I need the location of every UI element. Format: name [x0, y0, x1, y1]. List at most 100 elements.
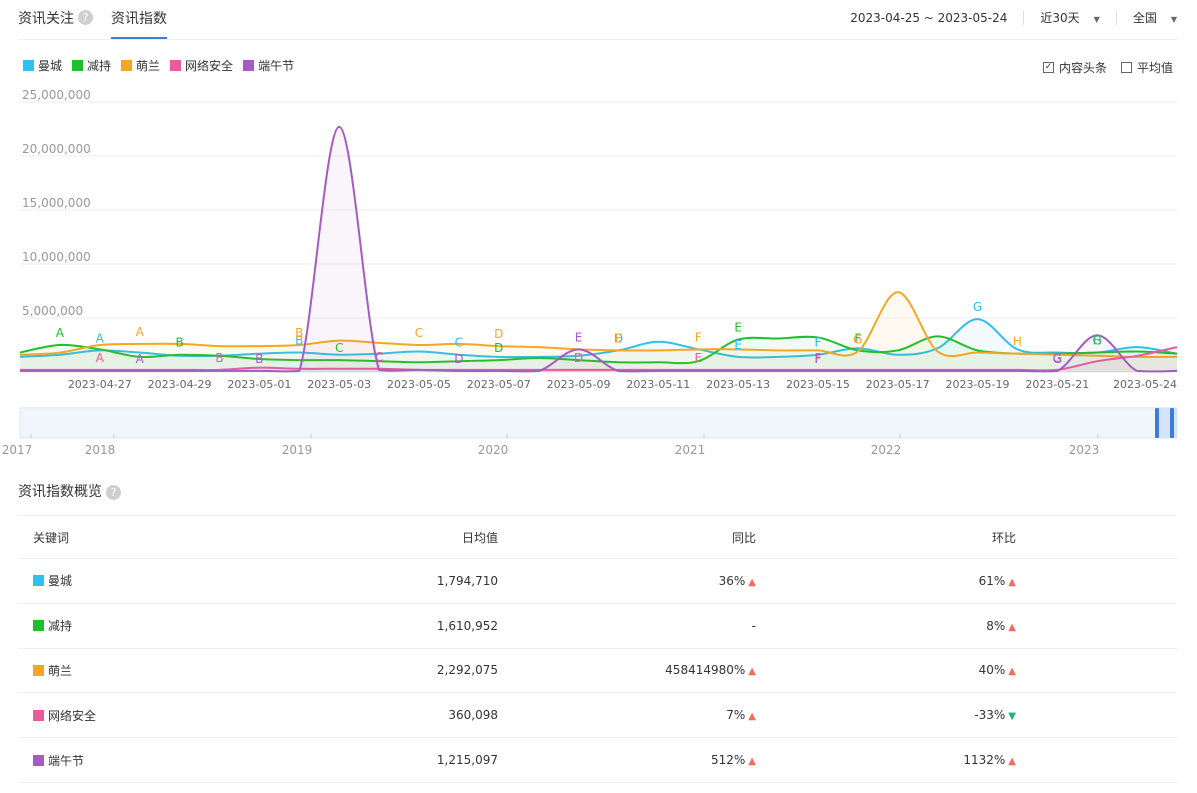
- table-row: 曼城 1,794,710 36% ▲ 61% ▲: [18, 559, 1177, 604]
- x-tick-label: 2023-05-15: [786, 378, 850, 391]
- event-marker: D: [494, 327, 503, 341]
- y-tick-label: 10,000,000: [22, 250, 91, 264]
- keyword-cell: 曼城: [18, 572, 178, 589]
- x-tick-label: 2023-05-03: [307, 378, 371, 391]
- average-checkbox[interactable]: 平均值: [1120, 59, 1173, 76]
- region-select[interactable]: 全国 ▼: [1133, 9, 1177, 26]
- header-controls: 2023-04-25 ~ 2023-05-24 近30天 ▼ 全国 ▼: [850, 9, 1177, 26]
- arrow-up-icon: ▲: [1008, 756, 1016, 768]
- help-icon[interactable]: ?: [106, 484, 121, 500]
- chart-legend: 曼城 减持 萌兰 网络安全 端午节: [23, 57, 304, 74]
- event-marker: C: [455, 336, 463, 350]
- event-marker: C: [375, 350, 383, 364]
- event-marker: E: [694, 351, 702, 365]
- event-marker: E: [734, 321, 742, 335]
- mom-value: 8%: [986, 618, 1006, 633]
- checkbox-icon: [1120, 62, 1132, 73]
- help-icon[interactable]: ?: [78, 10, 93, 25]
- legend-item[interactable]: 网络安全: [170, 57, 233, 74]
- event-marker: C: [335, 341, 343, 355]
- overview-title-text: 资讯指数概览: [18, 484, 102, 500]
- arrow-up-icon: ▲: [748, 666, 756, 678]
- arrow-up-icon: ▲: [748, 576, 756, 588]
- keyword-label: 曼城: [48, 574, 73, 589]
- legend-item[interactable]: 端午节: [243, 57, 294, 74]
- series-area: [20, 126, 1177, 373]
- slider-year-label: 2023: [1069, 443, 1100, 457]
- headline-label: 内容头条: [1058, 61, 1107, 75]
- keyword-label: 网络安全: [48, 708, 97, 723]
- keyword-swatch: [33, 575, 44, 587]
- event-marker: C: [415, 326, 423, 340]
- legend-swatch: [170, 60, 182, 71]
- arrow-down-icon: ▼: [1008, 711, 1016, 723]
- slider-year-label: 2017: [2, 443, 33, 457]
- event-marker: A: [96, 331, 105, 345]
- mom-cell: -33% ▼: [756, 708, 1016, 722]
- slider-year-label: 2020: [478, 443, 509, 457]
- event-marker: A: [56, 326, 65, 340]
- x-tick-label: 2023-05-01: [227, 378, 291, 391]
- legend-item[interactable]: 萌兰: [121, 57, 160, 74]
- event-marker: G: [1053, 352, 1062, 366]
- legend-swatch: [121, 60, 133, 71]
- x-tick-label: 2023-05-05: [387, 378, 451, 391]
- mom-value: 1132%: [963, 753, 1006, 768]
- tab-news-index-label: 资讯指数: [111, 11, 167, 27]
- yoy-cell: 36% ▲: [498, 574, 756, 588]
- legend-item[interactable]: 曼城: [23, 57, 62, 74]
- series-area: [20, 292, 1177, 372]
- legend-label: 曼城: [38, 59, 63, 73]
- table-body: 曼城 1,794,710 36% ▲ 61% ▲ 减持 1,610,952-8% ▲ 萌兰 2,29…: [18, 559, 1177, 783]
- table-row: 萌兰 2,292,075 458414980% ▲ 40% ▲: [18, 649, 1177, 694]
- series-line: [19, 291, 1178, 358]
- event-marker: C: [375, 351, 383, 365]
- avg-cell: 360,098: [448, 708, 498, 723]
- period-select[interactable]: 近30天 ▼: [1040, 9, 1099, 26]
- slider-year-label: 2019: [282, 443, 313, 457]
- event-marker: B: [295, 326, 303, 340]
- event-marker: B: [255, 352, 263, 366]
- avg-cell: 1,215,097: [436, 753, 498, 768]
- x-tick-label: 2023-05-09: [547, 378, 611, 391]
- legend-item[interactable]: 减持: [72, 57, 111, 74]
- mom-cell: 1132% ▲: [756, 753, 1016, 767]
- mom-value: 61%: [978, 573, 1006, 588]
- yoy-value: 7%: [726, 708, 746, 723]
- x-tick-label: 2023-05-13: [706, 378, 770, 391]
- keyword-swatch: [33, 754, 44, 766]
- x-tick-label: 2023-04-27: [68, 378, 132, 391]
- legend-label: 网络安全: [185, 59, 234, 73]
- x-tick-label: 2023-05-11: [626, 378, 690, 391]
- overview-slider-window: [1158, 408, 1177, 438]
- event-marker: A: [136, 325, 145, 339]
- overview-slider-track: [19, 407, 1178, 439]
- arrow-up-icon: ▲: [748, 711, 756, 723]
- event-marker: B: [175, 336, 183, 350]
- period-value: 近30天: [1040, 11, 1080, 25]
- yoy-cell: 458414980% ▲: [498, 663, 756, 677]
- header-avg: 日均值: [461, 530, 498, 545]
- event-marker: H: [1093, 334, 1102, 348]
- event-marker: E: [615, 331, 623, 345]
- y-tick-label: 5,000,000: [22, 304, 83, 318]
- x-tick-label: 2023-05-07: [467, 378, 531, 391]
- keyword-label: 减持: [48, 619, 73, 634]
- date-range[interactable]: 2023-04-25 ~ 2023-05-24: [850, 10, 1008, 25]
- keyword-cell: 端午节: [18, 752, 178, 769]
- headline-checkbox[interactable]: ✓ 内容头条: [1042, 59, 1107, 76]
- tab-news-index[interactable]: 资讯指数: [111, 0, 167, 39]
- tab-news-attention[interactable]: 资讯关注 ?: [18, 0, 93, 40]
- avg-cell: 2,292,075: [436, 663, 498, 678]
- caret-down-icon: ▼: [1170, 15, 1177, 24]
- event-marker: G: [1053, 351, 1062, 365]
- slider-handle-right: [1170, 408, 1174, 438]
- y-tick-label: 20,000,000: [22, 142, 91, 156]
- event-marker: H: [1013, 335, 1022, 349]
- event-marker: G: [1093, 334, 1102, 348]
- series-area: [20, 319, 1177, 372]
- event-marker: F: [695, 330, 702, 344]
- slider-year-label: 2022: [871, 443, 902, 457]
- series-area: [20, 336, 1177, 372]
- slider-year-label: 2018: [85, 443, 116, 457]
